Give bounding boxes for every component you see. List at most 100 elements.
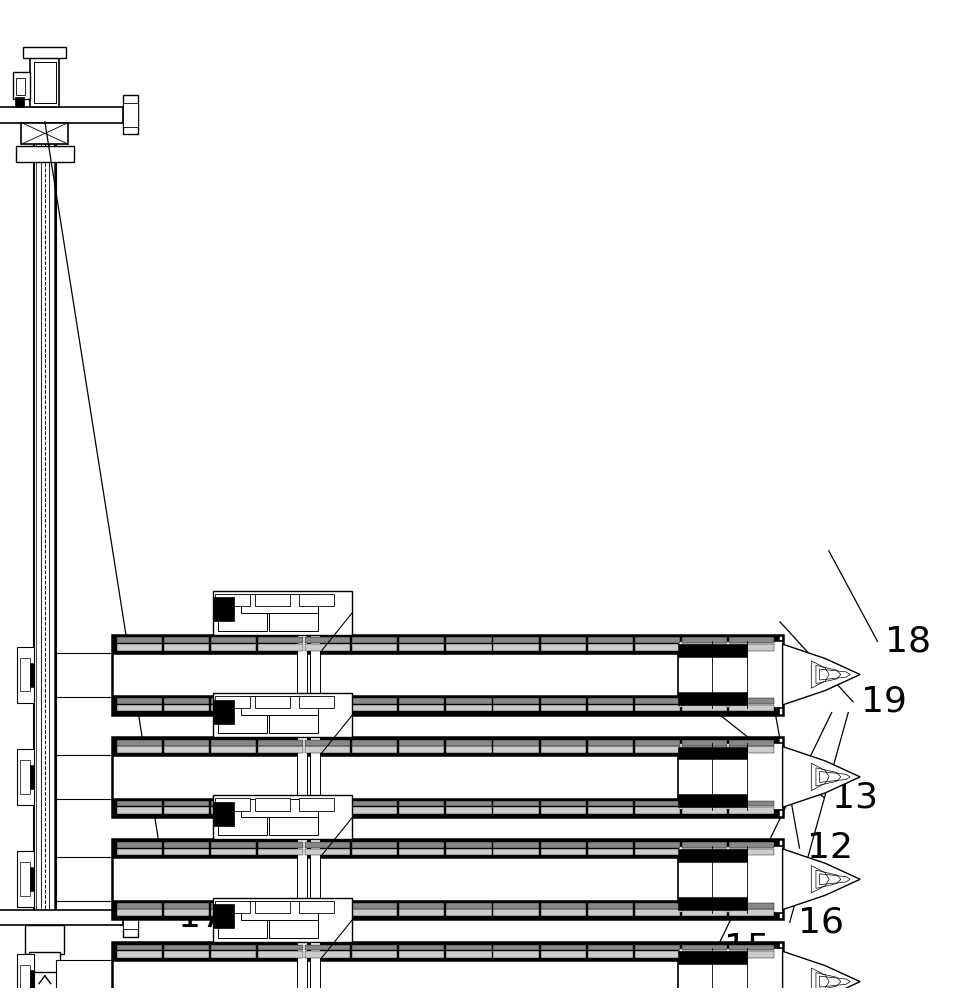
Bar [682,849,726,855]
Bar [447,945,491,950]
Bar [447,842,491,848]
Bar [540,801,586,806]
Bar [305,945,350,950]
Bar [447,746,491,753]
Bar [493,807,538,814]
Bar [112,635,783,714]
Bar [212,807,256,814]
Bar [23,47,66,58]
Bar [112,942,779,961]
Bar [258,849,303,855]
Bar [117,842,162,848]
Bar [540,698,586,704]
Bar [635,842,680,848]
Bar [682,637,726,643]
Bar [164,909,210,916]
Bar [258,903,303,909]
Bar [447,698,491,704]
Bar [588,644,633,651]
Bar [123,103,138,127]
Bar [588,698,633,704]
Bar [635,951,680,958]
Bar [123,95,138,134]
Bar [588,705,633,711]
Bar [400,903,445,909]
Bar [25,925,64,954]
Bar [20,760,30,794]
Bar [30,765,34,789]
Bar [400,849,445,855]
Bar [493,951,538,958]
Bar [117,740,162,746]
Bar [305,842,350,848]
Bar [20,862,30,896]
Bar [682,801,726,806]
Bar [29,952,60,972]
Bar [164,842,210,848]
Text: 14: 14 [266,812,312,846]
Polygon shape [783,951,860,1000]
Bar [305,698,350,704]
Bar [164,644,210,651]
Bar [112,839,779,858]
Bar [540,807,586,814]
Bar [117,951,162,958]
Bar [258,945,303,950]
Bar [212,740,256,746]
Polygon shape [783,644,860,705]
Bar [678,951,747,964]
Bar [258,951,303,958]
Bar [213,693,352,737]
Text: 16: 16 [798,905,843,939]
Bar [117,746,162,753]
Bar [493,903,538,909]
Bar [305,705,350,711]
Bar [213,591,352,635]
Bar [493,740,538,746]
Bar [352,807,398,814]
Bar [682,903,726,909]
Bar [493,698,538,704]
Bar [15,97,24,107]
Bar [299,696,334,708]
Bar [0,107,123,123]
Bar [212,637,256,643]
Bar [17,647,34,703]
Bar [678,743,783,810]
Bar [214,594,250,606]
Bar [540,951,586,958]
Bar [123,906,138,929]
Bar [305,637,350,643]
Bar [728,698,774,704]
Bar [682,807,726,814]
Bar [212,909,256,916]
Bar [588,945,633,950]
Bar [728,909,774,916]
Bar [728,951,774,958]
Bar [678,948,783,1000]
Bar [635,740,680,746]
Bar [728,807,774,814]
Bar [400,801,445,806]
Bar [678,849,747,862]
Bar [214,696,250,708]
Bar [56,960,112,1000]
Bar [117,807,162,814]
Bar [728,746,774,753]
Bar [212,951,256,958]
Bar [164,951,210,958]
Bar [117,849,162,855]
Bar [258,909,303,916]
Bar [305,849,350,855]
Bar [588,807,633,814]
Bar [123,898,138,937]
Bar [400,637,445,643]
Bar [56,857,112,901]
Bar [112,737,779,756]
Bar [400,909,445,916]
Bar [493,801,538,806]
Bar [728,705,774,711]
Bar [297,937,307,1000]
Bar [258,740,303,746]
Bar [728,637,774,643]
